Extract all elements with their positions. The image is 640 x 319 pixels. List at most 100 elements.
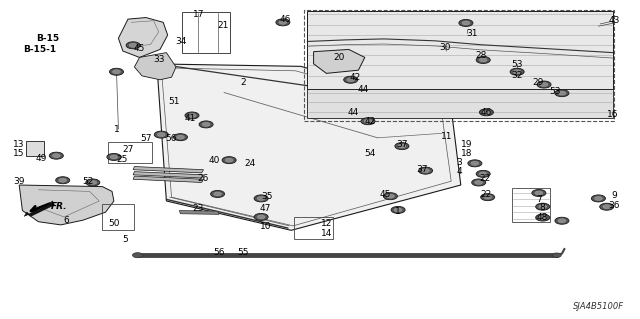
- Text: 37: 37: [417, 165, 428, 174]
- Circle shape: [532, 189, 546, 197]
- Polygon shape: [133, 172, 204, 178]
- Circle shape: [537, 81, 551, 88]
- Text: 8: 8: [540, 204, 545, 212]
- Circle shape: [56, 177, 70, 184]
- Circle shape: [132, 253, 143, 258]
- Circle shape: [481, 194, 495, 201]
- Text: 1: 1: [396, 207, 401, 216]
- Text: 22: 22: [479, 174, 491, 182]
- Circle shape: [600, 203, 614, 210]
- Polygon shape: [179, 211, 219, 214]
- Polygon shape: [133, 167, 204, 173]
- Circle shape: [476, 56, 490, 63]
- Circle shape: [185, 112, 199, 119]
- Circle shape: [484, 195, 492, 199]
- Text: 51: 51: [168, 97, 180, 106]
- Circle shape: [595, 197, 602, 200]
- Circle shape: [536, 203, 550, 210]
- Circle shape: [113, 70, 120, 74]
- Text: 22: 22: [481, 190, 492, 199]
- Text: 20: 20: [333, 53, 345, 62]
- Circle shape: [391, 206, 405, 213]
- Text: 53: 53: [511, 60, 523, 69]
- Text: B-15-1: B-15-1: [23, 45, 56, 54]
- Text: 37: 37: [396, 140, 408, 149]
- Text: FR.: FR.: [51, 202, 67, 211]
- Polygon shape: [26, 141, 44, 156]
- Circle shape: [539, 205, 547, 209]
- Circle shape: [513, 70, 521, 74]
- Text: 23: 23: [193, 204, 204, 213]
- Text: 12: 12: [321, 219, 332, 228]
- Circle shape: [157, 133, 165, 137]
- Circle shape: [276, 19, 290, 26]
- Text: 11: 11: [441, 132, 452, 141]
- Circle shape: [59, 178, 67, 182]
- Circle shape: [479, 58, 487, 62]
- Circle shape: [173, 134, 188, 141]
- Polygon shape: [307, 11, 613, 89]
- Circle shape: [558, 91, 566, 95]
- Text: 47: 47: [260, 204, 271, 213]
- Text: 13: 13: [13, 140, 25, 149]
- Circle shape: [603, 205, 611, 209]
- Circle shape: [422, 169, 429, 173]
- Text: 39: 39: [13, 177, 25, 186]
- Text: 42: 42: [364, 117, 376, 126]
- Text: 9: 9: [612, 191, 617, 200]
- Circle shape: [475, 181, 483, 184]
- Text: 26: 26: [198, 174, 209, 182]
- Circle shape: [539, 216, 547, 219]
- Polygon shape: [134, 53, 176, 80]
- Text: 35: 35: [262, 192, 273, 201]
- Text: 56: 56: [213, 248, 225, 257]
- Polygon shape: [19, 185, 114, 225]
- Circle shape: [154, 131, 168, 138]
- Text: 18: 18: [461, 149, 473, 158]
- Text: 44: 44: [348, 108, 359, 117]
- Circle shape: [110, 155, 118, 159]
- Text: 36: 36: [609, 201, 620, 210]
- Circle shape: [109, 68, 124, 75]
- Text: 15: 15: [13, 149, 25, 158]
- Circle shape: [462, 21, 470, 25]
- Circle shape: [188, 114, 196, 117]
- Text: 24: 24: [244, 159, 255, 168]
- Polygon shape: [118, 18, 168, 57]
- Text: 45: 45: [134, 44, 145, 53]
- Circle shape: [202, 122, 210, 126]
- Circle shape: [476, 170, 490, 177]
- Circle shape: [394, 208, 402, 212]
- Text: 41: 41: [185, 115, 196, 123]
- Circle shape: [254, 195, 268, 202]
- Circle shape: [383, 193, 397, 200]
- Circle shape: [86, 179, 100, 186]
- Text: 32: 32: [511, 71, 523, 80]
- Circle shape: [257, 197, 265, 200]
- Text: 21: 21: [217, 21, 228, 30]
- Circle shape: [344, 76, 358, 83]
- Text: 43: 43: [609, 16, 620, 25]
- Circle shape: [472, 179, 486, 186]
- Circle shape: [254, 213, 268, 220]
- Circle shape: [177, 135, 184, 139]
- Text: 1: 1: [114, 125, 119, 134]
- Polygon shape: [314, 49, 365, 73]
- Circle shape: [535, 191, 543, 195]
- Text: 29: 29: [532, 78, 543, 87]
- Circle shape: [479, 172, 487, 176]
- Text: 5: 5: [122, 235, 127, 244]
- Circle shape: [591, 195, 605, 202]
- Text: 16: 16: [607, 110, 619, 119]
- Circle shape: [126, 42, 140, 49]
- Circle shape: [89, 181, 97, 184]
- Circle shape: [214, 192, 221, 196]
- Circle shape: [555, 217, 569, 224]
- Circle shape: [257, 215, 265, 219]
- Text: 28: 28: [476, 51, 487, 60]
- Circle shape: [510, 68, 524, 75]
- Text: 40: 40: [209, 156, 220, 165]
- Text: 54: 54: [364, 149, 376, 158]
- Polygon shape: [148, 64, 461, 230]
- Text: 46: 46: [279, 15, 291, 24]
